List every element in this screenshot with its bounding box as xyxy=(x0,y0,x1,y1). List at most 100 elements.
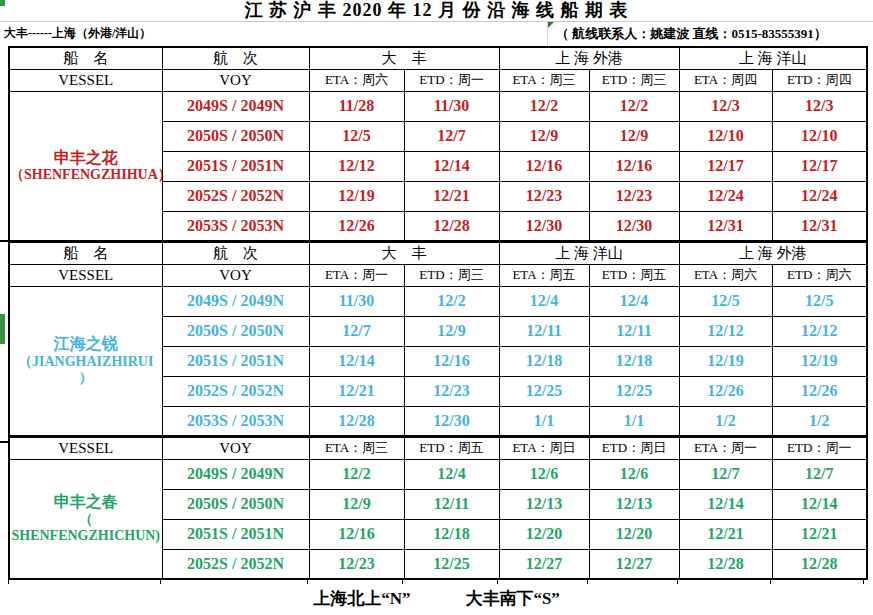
date-cell: 12/26 xyxy=(772,376,867,406)
voy-cell: 2052S / 2052N xyxy=(162,549,309,579)
date-cell: 12/16 xyxy=(499,151,589,181)
header-port-dafeng: 大 丰 xyxy=(309,242,499,264)
date-cell: 12/2 xyxy=(589,91,679,121)
date-cell: 12/24 xyxy=(679,181,772,211)
date-cell: 12/23 xyxy=(404,376,499,406)
voy-cell: 2049S / 2049N xyxy=(162,91,309,121)
date-cell: 12/27 xyxy=(589,549,679,579)
voy-cell: 2053S / 2053N xyxy=(162,406,309,436)
schedule-table-2: 船 名 航 次 大 丰 上 海 洋山 上 海 外港 VESSEL VOY ETA… xyxy=(8,241,868,437)
date-cell: 12/9 xyxy=(404,316,499,346)
date-cell: 12/21 xyxy=(309,376,404,406)
date-cell: 12/11 xyxy=(499,316,589,346)
header-etd-1: ETD：周五 xyxy=(404,437,499,459)
date-cell: 12/25 xyxy=(589,376,679,406)
date-cell: 12/20 xyxy=(589,519,679,549)
date-cell: 12/17 xyxy=(679,151,772,181)
date-cell: 12/7 xyxy=(772,459,867,489)
header-etd-1: ETD：周三 xyxy=(404,264,499,286)
header-eta-1: ETA：周六 xyxy=(309,69,404,91)
page-title: 江 苏 沪 丰 2020 年 12 月 份 沿 海 线 船 期 表 xyxy=(0,0,873,22)
date-cell: 12/7 xyxy=(309,316,404,346)
date-cell: 12/18 xyxy=(499,346,589,376)
voy-cell: 2050S / 2050N xyxy=(162,121,309,151)
date-cell: 12/9 xyxy=(589,121,679,151)
vessel-name-cn: 申丰之春 xyxy=(10,492,162,511)
header-port-shanghai-yangshan: 上 海 洋山 xyxy=(499,242,679,264)
header-vessel-en: VESSEL xyxy=(9,264,162,286)
header-etd-3: ETD：周一 xyxy=(772,437,867,459)
date-cell: 12/11 xyxy=(404,489,499,519)
header-etd-2: ETD：周五 xyxy=(589,264,679,286)
header-voy-en: VOY xyxy=(162,437,309,459)
date-cell: 12/7 xyxy=(404,121,499,151)
voy-cell: 2050S / 2050N xyxy=(162,316,309,346)
route-label: 大丰------上海（外港/洋山） xyxy=(0,22,547,46)
header-eta-3: ETA：周四 xyxy=(679,69,772,91)
vessel-name-cn: 申丰之花 xyxy=(10,148,162,167)
date-cell: 12/24 xyxy=(772,181,867,211)
footer-note-north: 上海北上“N” xyxy=(313,587,410,610)
date-cell: 11/30 xyxy=(309,286,404,316)
date-cell: 12/12 xyxy=(309,151,404,181)
date-cell: 12/10 xyxy=(772,121,867,151)
date-cell: 12/30 xyxy=(499,211,589,241)
date-cell: 12/25 xyxy=(404,549,499,579)
footer-row: 上海北上“N” 大丰南下“S” xyxy=(0,586,873,610)
vessel-name-en: （ xyxy=(10,512,162,529)
date-cell: 12/17 xyxy=(772,151,867,181)
voy-cell: 2049S / 2049N xyxy=(162,286,309,316)
date-cell: 12/21 xyxy=(772,519,867,549)
header-port-shanghai-waigang: 上 海 外港 xyxy=(499,47,679,69)
date-cell: 12/23 xyxy=(309,549,404,579)
green-corner-marker xyxy=(0,0,5,6)
header-eta-3: ETA：周六 xyxy=(679,264,772,286)
vessel-name-cell: 江海之锐 （JIANGHAIZHIRUI ） xyxy=(9,286,162,436)
date-cell: 12/19 xyxy=(679,346,772,376)
date-cell: 1/1 xyxy=(589,406,679,436)
date-cell: 11/30 xyxy=(404,91,499,121)
date-cell: 12/2 xyxy=(404,286,499,316)
date-cell: 12/16 xyxy=(404,346,499,376)
date-cell: 12/27 xyxy=(499,549,589,579)
footer-note-south: 大丰南下“S” xyxy=(465,587,559,610)
date-cell: 12/21 xyxy=(679,519,772,549)
header-voy-cn: 航 次 xyxy=(162,242,309,264)
date-cell: 12/14 xyxy=(679,489,772,519)
table-row: 申丰之春 （ SHENFENGZHICHUN) 2049S / 2049N 12… xyxy=(9,459,867,489)
date-cell: 1/2 xyxy=(679,406,772,436)
table-row: 申丰之花 （SHENFENGZHIHUA） 2049S / 2049N 11/2… xyxy=(9,91,867,121)
date-cell: 12/7 xyxy=(679,459,772,489)
header-eta-2: ETA：周日 xyxy=(499,437,589,459)
green-cell-marker xyxy=(548,22,554,28)
date-cell: 12/28 xyxy=(772,549,867,579)
header-vessel-cn: 船 名 xyxy=(9,47,162,69)
vessel-name-en: （SHENFENGZHIHUA） xyxy=(10,167,162,184)
voy-cell: 2051S / 2051N xyxy=(162,346,309,376)
date-cell: 12/18 xyxy=(589,346,679,376)
header-eta-1: ETA：周三 xyxy=(309,437,404,459)
table-row: 江海之锐 （JIANGHAIZHIRUI ） 2049S / 2049N 11/… xyxy=(9,286,867,316)
shipping-schedule-page: 江 苏 沪 丰 2020 年 12 月 份 沿 海 线 船 期 表 大丰----… xyxy=(0,0,873,615)
date-cell: 12/10 xyxy=(679,121,772,151)
date-cell: 12/28 xyxy=(679,549,772,579)
vessel-name-en: SHENFENGZHICHUN) xyxy=(10,528,162,545)
info-row: 大丰------上海（外港/洋山） （ 航线联系人：姚建波 直线：0515-83… xyxy=(0,22,873,46)
date-cell: 12/5 xyxy=(679,286,772,316)
date-cell: 12/13 xyxy=(499,489,589,519)
voy-cell: 2052S / 2052N xyxy=(162,181,309,211)
schedule-table-3: VESSEL VOY ETA：周三 ETD：周五 ETA：周日 ETD：周日 E… xyxy=(8,436,868,580)
voy-cell: 2049S / 2049N xyxy=(162,459,309,489)
date-cell: 12/20 xyxy=(499,519,589,549)
date-cell: 12/19 xyxy=(772,346,867,376)
date-cell: 12/30 xyxy=(404,406,499,436)
voy-cell: 2050S / 2050N xyxy=(162,489,309,519)
date-cell: 12/21 xyxy=(404,181,499,211)
header-etd-2: ETD：周日 xyxy=(589,437,679,459)
green-edge-marker xyxy=(0,314,5,344)
vessel-name-cn: 江海之锐 xyxy=(10,334,162,353)
date-cell: 12/9 xyxy=(499,121,589,151)
margin-divider xyxy=(0,441,8,443)
header-port-shanghai-yangshan: 上 海 洋山 xyxy=(679,47,867,69)
header-port-dafeng: 大 丰 xyxy=(309,47,499,69)
